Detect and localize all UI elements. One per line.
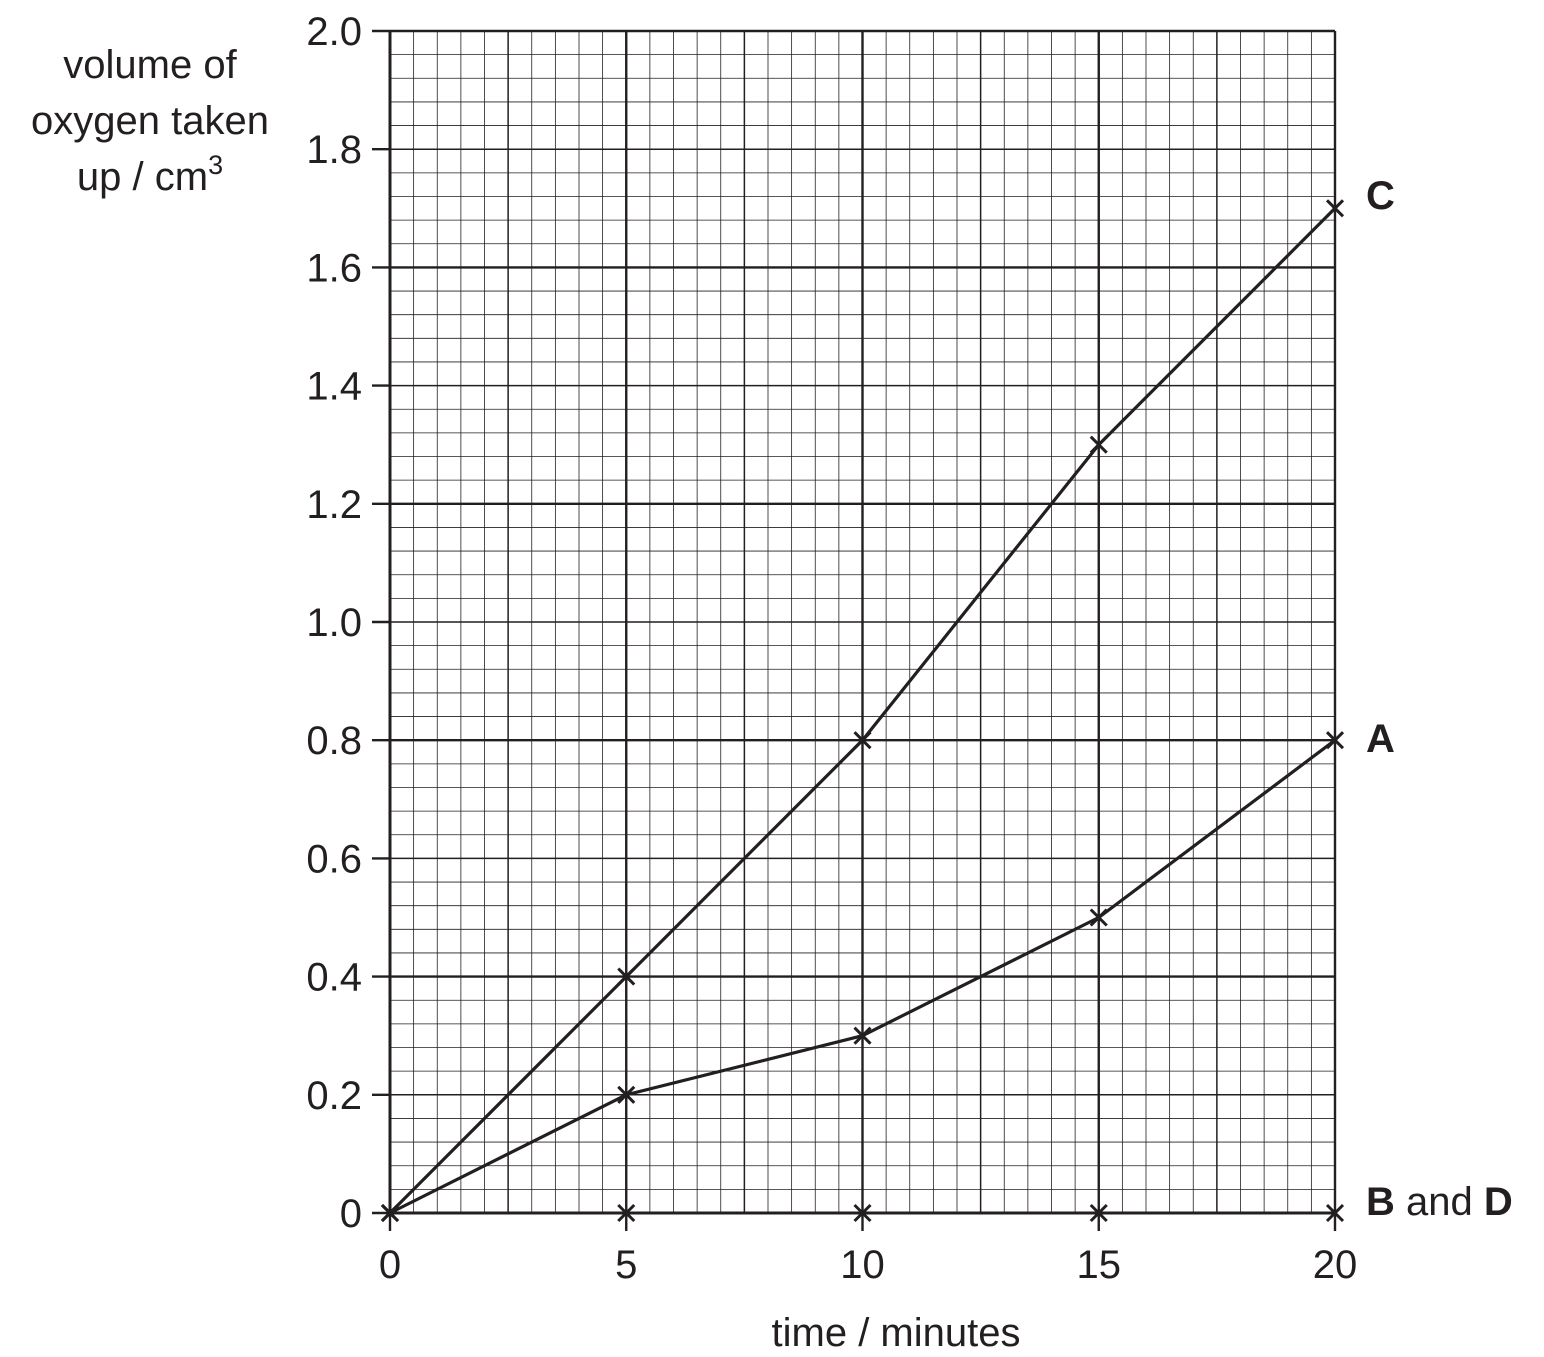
data-point-b-and-d	[1089, 1203, 1108, 1223]
y-tick-labels: 0 0.2 0.4 0.6 0.8 1.0 1.2 1.4 1.6 1.8 2.0	[306, 10, 362, 1236]
data-point-b-and-d	[1325, 1203, 1345, 1223]
y-tick-label: 0.8	[306, 719, 362, 763]
data-point-b-and-d	[380, 1203, 400, 1223]
data-point-c	[853, 731, 872, 750]
x-tick-label: 15	[1077, 1243, 1122, 1287]
y-tick-label: 0.4	[306, 956, 362, 1000]
series-label-b: B	[1366, 1180, 1395, 1224]
y-axis-unit: up / cm	[77, 155, 208, 199]
data-point-b-and-d	[853, 1203, 872, 1223]
y-axis-unit-superscript: 3	[208, 150, 223, 180]
data-point-a	[1089, 908, 1108, 927]
marker-stroke	[617, 1085, 636, 1104]
marker-stroke	[1089, 908, 1108, 927]
x-tick-label: 10	[840, 1243, 885, 1287]
y-tick-label: 1.2	[306, 483, 362, 527]
y-tick-label: 2.0	[306, 10, 362, 54]
series-label-and: and	[1395, 1180, 1484, 1224]
y-axis-title-line1: volume of	[63, 43, 237, 87]
y-tick-label: 1.4	[306, 365, 362, 409]
marker-stroke	[617, 1203, 636, 1223]
x-tick-label: 5	[615, 1243, 637, 1287]
marker-stroke	[1325, 1203, 1345, 1223]
data-markers	[380, 199, 1345, 1223]
marker-stroke	[1325, 731, 1345, 750]
marker-stroke	[1325, 199, 1345, 218]
data-point-c	[1325, 199, 1345, 218]
grid-major	[388, 29, 1337, 1215]
marker-stroke	[1089, 1203, 1108, 1223]
marker-stroke	[853, 1026, 872, 1045]
data-point-a	[617, 1085, 636, 1104]
series-label-a: A	[1366, 717, 1395, 761]
data-point-a	[853, 1026, 872, 1045]
marker-stroke	[617, 967, 636, 986]
marker-stroke	[1089, 435, 1108, 454]
y-tick-label: 0.2	[306, 1074, 362, 1118]
axes	[372, 29, 1337, 1231]
y-tick-label: 1.0	[306, 601, 362, 645]
data-point-a	[1325, 731, 1345, 750]
y-tick-label: 0.6	[306, 837, 362, 881]
y-tick-label: 0	[340, 1192, 362, 1236]
x-tick-labels: 0 5 10 15 20	[379, 1243, 1357, 1287]
x-tick-label: 0	[379, 1243, 401, 1287]
data-point-b-and-d	[617, 1203, 636, 1223]
marker-stroke	[853, 731, 872, 750]
series-label-b-and-d: B and D	[1366, 1180, 1513, 1224]
x-axis-title: time / minutes	[772, 1311, 1021, 1355]
x-tick-label: 20	[1313, 1243, 1358, 1287]
marker-stroke	[853, 1203, 872, 1223]
y-axis-title-line3: up / cm3	[77, 150, 223, 199]
marker-stroke	[380, 1203, 400, 1223]
series-label-d: D	[1484, 1180, 1513, 1224]
y-tick-label: 1.8	[306, 128, 362, 172]
data-point-c	[1089, 435, 1108, 454]
data-point-c	[617, 967, 636, 986]
series-label-c: C	[1366, 174, 1395, 218]
y-tick-label: 1.6	[306, 246, 362, 290]
y-axis-title-line2: oxygen taken	[31, 99, 269, 143]
